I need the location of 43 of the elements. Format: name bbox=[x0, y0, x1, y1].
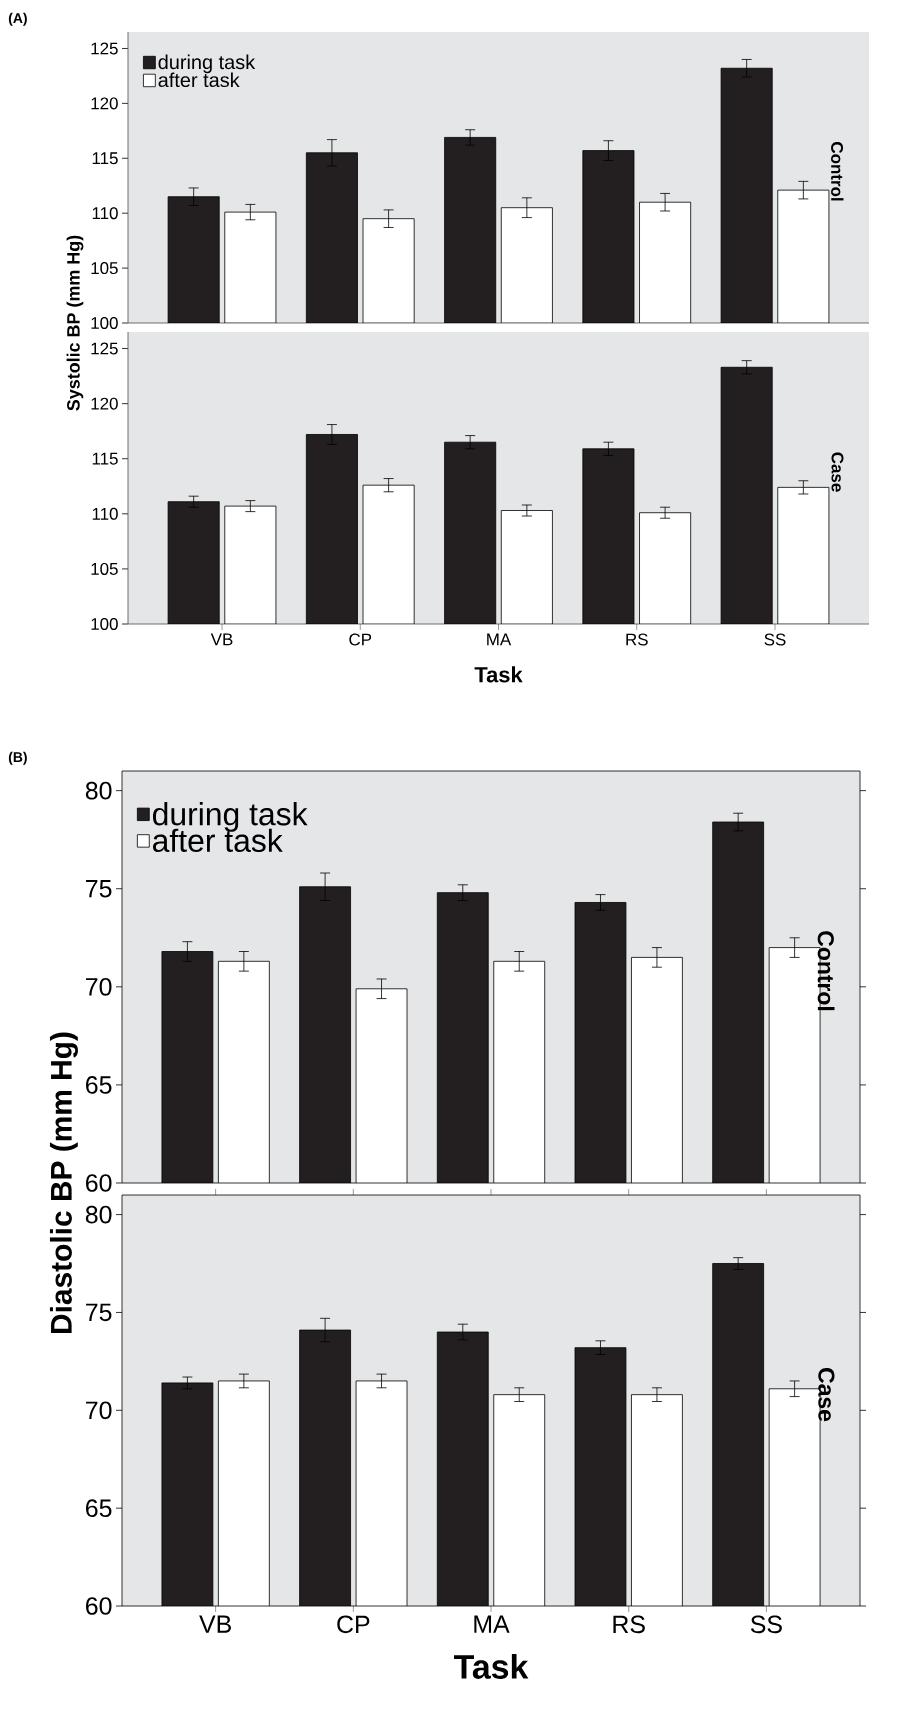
y-tick-label: 115 bbox=[92, 452, 118, 465]
y-tick-label: 110 bbox=[92, 507, 118, 520]
y-tick-label: 120 bbox=[91, 97, 118, 110]
x-tick-label: SS bbox=[750, 1615, 782, 1634]
y-tick-label: 120 bbox=[91, 397, 118, 410]
y-tick-label: 125 bbox=[91, 42, 118, 55]
y-tick-label: 105 bbox=[91, 562, 118, 575]
y-tick-label: 110 bbox=[92, 207, 118, 220]
x-tick-label: VB bbox=[210, 633, 233, 646]
y-tick-label: 70 bbox=[86, 1401, 112, 1420]
x-axis-title: Task bbox=[454, 1654, 529, 1679]
x-tick-label: CP bbox=[349, 633, 372, 646]
y-tick-label: 100 bbox=[91, 317, 118, 330]
y-tick-label: 60 bbox=[86, 1174, 112, 1192]
text: Case bbox=[818, 1368, 835, 1422]
y-tick-label: 75 bbox=[86, 880, 112, 898]
y-tick-label: 70 bbox=[86, 978, 112, 996]
y-tick-label: 65 bbox=[86, 1499, 112, 1517]
y-tick-label: 75 bbox=[86, 1303, 112, 1322]
text: Case bbox=[831, 452, 844, 492]
x-tick-label: RS bbox=[613, 1615, 645, 1634]
text: Control bbox=[817, 931, 835, 1011]
x-tick-label: RS bbox=[626, 633, 648, 646]
y-axis-title: Diastolic BP (mm Hg) bbox=[49, 1032, 78, 1333]
y-tick-label: 115 bbox=[92, 152, 118, 165]
x-tick-label: VB bbox=[199, 1615, 231, 1633]
x-tick-label: SS bbox=[764, 633, 786, 646]
text: (A) bbox=[8, 12, 27, 26]
y-tick-label: 100 bbox=[91, 618, 118, 631]
text: (B) bbox=[8, 751, 27, 765]
y-tick-label: 105 bbox=[91, 262, 118, 275]
legend-label: after task bbox=[158, 72, 240, 88]
x-tick-label: MA bbox=[474, 1615, 510, 1633]
y-tick-label: 80 bbox=[85, 781, 112, 800]
x-axis-title: Task bbox=[474, 666, 523, 683]
y-axis-title: Systolic BP (mm Hg) bbox=[66, 235, 84, 411]
x-tick-label: CP bbox=[337, 1615, 370, 1634]
y-tick-label: 125 bbox=[91, 342, 118, 355]
y-tick-label: 65 bbox=[86, 1076, 112, 1094]
x-tick-label: MA bbox=[487, 633, 512, 646]
y-tick-label: 60 bbox=[86, 1597, 112, 1615]
y-tick-label: 80 bbox=[85, 1205, 112, 1224]
text: Control bbox=[831, 142, 844, 201]
